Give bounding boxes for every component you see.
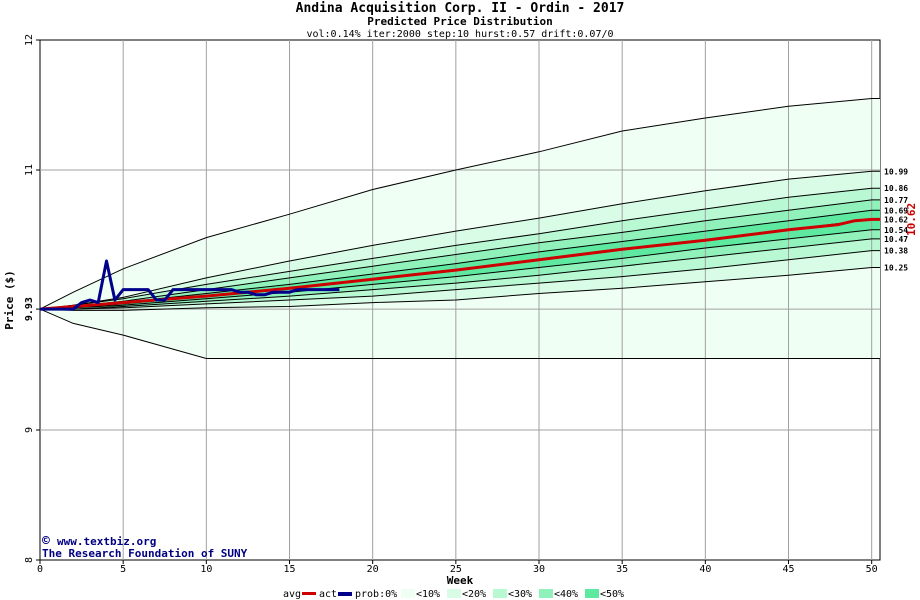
quantile-end-label: 10.38 (884, 247, 908, 256)
quantile-line-10 (39, 170, 880, 310)
quantile-line-100 (39, 308, 880, 359)
probability-band-3 (40, 188, 880, 310)
legend-b20-label: <20% (462, 589, 486, 600)
y-tick-label: 12 (24, 34, 35, 46)
quantile-end-label: 10.47 (884, 235, 908, 244)
y-tick-label: 9 (24, 427, 35, 433)
quantile-line-70 (40, 238, 880, 310)
legend-act-label: act (319, 589, 337, 600)
y-axis-label: Price ($) (3, 270, 16, 330)
legend-prob-label: prob:0% (355, 589, 397, 600)
x-tick-label: 10 (200, 564, 212, 575)
y-tick-label: 8 (24, 557, 35, 563)
quantile-line-0 (39, 98, 880, 310)
chart-params: vol:0.14% iter:2000 step:10 hurst:0.57 d… (306, 29, 613, 40)
copyright-icon: © (42, 534, 50, 549)
series-line-act (40, 259, 340, 311)
quantile-end-label: 10.25 (884, 264, 908, 273)
chart-subtitle: Predicted Price Distribution (367, 15, 552, 28)
x-tick-label: 5 (120, 564, 126, 575)
x-axis-label: Week (447, 574, 474, 587)
legend-act-swatch (338, 592, 352, 596)
probability-band-4 (40, 199, 880, 310)
watermark-url: www.textbiz.org (57, 535, 156, 548)
legend-b40-label: <40% (554, 589, 578, 600)
legend-avg-label: avg (283, 589, 301, 600)
y-tick-label: 11 (24, 164, 35, 176)
legend-b30-label: <30% (508, 589, 532, 600)
y-axis-ticks: 8 9 9.93 11 12 (24, 34, 40, 563)
x-tick-label: 25 (450, 564, 462, 575)
x-tick-label: 50 (866, 564, 878, 575)
quantile-end-label: 10.99 (884, 167, 908, 176)
legend-b50-label: <50% (600, 589, 624, 600)
x-tick-label: 15 (283, 564, 295, 575)
x-tick-label: 30 (533, 564, 545, 575)
legend-b10-label: <10% (416, 589, 440, 600)
probability-band-2 (40, 171, 880, 311)
series-line-avg (39, 217, 880, 311)
quantile-end-label: 10.54 (884, 226, 908, 235)
quantile-end-label: 10.69 (884, 206, 908, 215)
x-axis-ticks: 0 5 10 15 20 25 30 35 40 45 50 (37, 560, 878, 575)
x-tick-label: 0 (37, 564, 43, 575)
watermark-org: The Research Foundation of SUNY (42, 547, 248, 560)
legend-band1-swatch (401, 589, 415, 598)
legend-band3-swatch (493, 589, 507, 598)
quantile-line-80 (40, 250, 880, 310)
quantile-end-label: 10.86 (884, 184, 908, 193)
quantile-end-label: 10.77 (884, 196, 908, 205)
watermark: © www.textbiz.org The Research Foundatio… (42, 534, 248, 560)
quantile-line-20 (39, 187, 880, 310)
chart-title: Andina Acquisition Corp. II - Ordin - 20… (296, 1, 625, 16)
legend-band5-swatch (585, 589, 599, 598)
legend-band2-swatch (447, 589, 461, 598)
legend-avg-swatch (302, 592, 316, 595)
x-tick-label: 20 (367, 564, 379, 575)
quantile-line-60 (39, 229, 880, 310)
quantile-line-90 (39, 267, 880, 311)
quantile-end-label: 10.62 (884, 215, 908, 224)
last-value-label: 10.62 (905, 203, 918, 236)
x-tick-label: 35 (616, 564, 628, 575)
x-tick-label: 45 (782, 564, 794, 575)
x-tick-label: 40 (699, 564, 711, 575)
legend-band4-swatch (539, 589, 553, 598)
legend: avg act prob:0% <10% <20% <30% <40% <50% (283, 589, 624, 600)
y-tick-label: 9.93 (24, 297, 35, 321)
series-lines (39, 217, 880, 311)
